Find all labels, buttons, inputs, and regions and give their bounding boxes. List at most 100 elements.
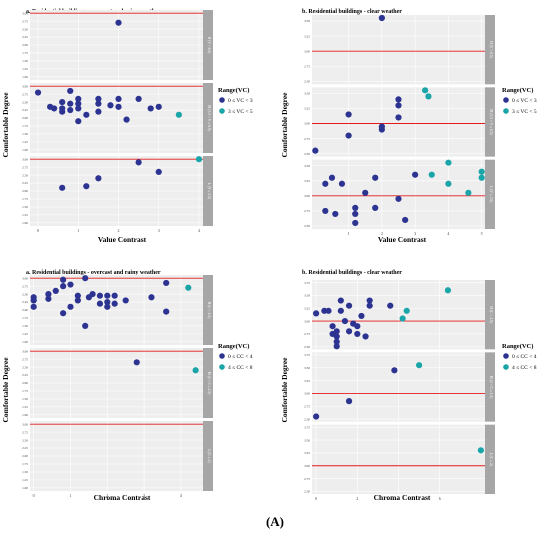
x-axis-label: Chroma Contrast — [374, 493, 431, 502]
y-tick-label: 2.50 — [22, 27, 28, 31]
facet-0: 2.50 2.75 3.00 3.25 3.50 3.75 H (C > 4.5) — [304, 280, 495, 350]
data-point-dark — [60, 283, 67, 290]
data-point-dark — [75, 100, 82, 107]
data-point-dark — [115, 103, 122, 110]
data-point-dark — [59, 184, 66, 191]
data-point-teal — [465, 189, 472, 196]
data-point-dark — [333, 328, 340, 335]
y-tick-label: 3.00 — [304, 319, 310, 323]
data-point-dark — [82, 275, 89, 282]
y-tick-label: 2.50 — [22, 365, 28, 369]
y-tick-label: 3.50 — [304, 19, 310, 23]
data-point-dark — [337, 297, 344, 304]
facet-1: 2.50 2.75 3.00 3.25 3.50 M (3.5 < V ≤ 6.5) — [304, 87, 495, 157]
y-tick-label: 2.50 — [22, 100, 28, 104]
y-tick-label: 2.75 — [304, 64, 310, 68]
y-tick-label: 1.75 — [22, 197, 28, 201]
y-tick-label: 1.00 — [22, 486, 28, 490]
data-point-dark — [395, 114, 402, 121]
y-tick-label: 3.00 — [304, 49, 310, 53]
x-tick-label: 4 — [398, 496, 400, 501]
y-tick-label: 3.50 — [304, 294, 310, 298]
x-axis-label: Value Contrast — [378, 235, 427, 244]
y-axis-label: Comfortable Degree — [280, 92, 289, 158]
data-point-dark — [337, 307, 344, 314]
data-point-dark — [163, 279, 170, 287]
facet-strip-label: M (3.5 < V ≤ 6.5) — [489, 109, 493, 135]
legend-entry: 0 ≤ CC < 4 — [512, 354, 537, 360]
x-tick-label: 2 — [118, 228, 120, 233]
data-point-teal — [444, 287, 452, 294]
legend-entry: 4 ≤ CC < 8 — [512, 365, 537, 371]
y-tick-label: 1.25 — [22, 405, 28, 409]
data-point-dark — [75, 118, 82, 125]
facet-strip — [485, 15, 495, 85]
y-tick-label: 2.75 — [304, 404, 310, 408]
data-point-dark — [333, 338, 340, 345]
y-axis-label: Comfortable Degree — [1, 92, 10, 158]
y-tick-label: 2.00 — [22, 189, 28, 193]
data-point-dark — [322, 207, 329, 215]
facet-strip — [485, 159, 495, 229]
legend-title: Range(VC) — [502, 87, 533, 94]
y-tick-label: 3.25 — [304, 379, 310, 383]
data-point-dark — [104, 298, 111, 306]
data-point-dark — [313, 310, 320, 317]
y-tick-label: 1.25 — [22, 478, 28, 482]
y-tick-label: 1.75 — [22, 124, 28, 128]
data-point-dark — [95, 95, 102, 103]
data-point-dark — [104, 303, 111, 310]
legend-entry: 0 ≤ VC < 3 — [512, 98, 537, 104]
y-tick-label: 3.25 — [304, 306, 310, 310]
facet-strip — [203, 348, 213, 418]
data-point-teal — [403, 307, 410, 314]
y-tick-label: 2.50 — [22, 173, 28, 177]
facet-strip-label: H (V > 6.5) — [489, 41, 493, 59]
data-point-dark — [362, 333, 369, 340]
y-tick-label: 2.50 — [304, 417, 310, 421]
data-point-dark — [45, 290, 52, 298]
y-tick-label: 2.00 — [22, 116, 28, 120]
chart-title: b. Residential buildings - clear weather — [302, 270, 402, 276]
data-point-dark — [51, 105, 58, 112]
data-point-dark — [362, 189, 369, 196]
data-point-dark — [354, 323, 361, 330]
legend-marker — [503, 353, 509, 359]
data-point-dark — [332, 210, 339, 218]
facet-strip — [203, 83, 213, 153]
x-axis-label: Value Contrast — [98, 235, 147, 244]
data-point-teal — [478, 168, 485, 175]
facet-1: 1.00 1.25 1.50 1.75 2.00 2.25 2.50 2.75 3.00 M (3… — [22, 83, 213, 153]
x-tick-label: 3 — [158, 228, 160, 233]
y-tick-label: 2.25 — [22, 300, 28, 304]
y-tick-label: 3.75 — [304, 281, 310, 285]
facet-strip — [203, 156, 213, 226]
facet-0: 1.00 1.25 1.50 1.75 2.00 2.25 2.50 2.75 3.00 H (C… — [22, 275, 213, 345]
facet-1: 2.50 2.75 3.00 3.25 3.50 3.75 M (2 < C ≤ 4.5) — [304, 352, 495, 422]
data-point-dark — [60, 310, 67, 317]
data-point-teal — [477, 447, 484, 454]
y-tick-label: 2.00 — [22, 454, 28, 458]
data-point-teal — [445, 159, 452, 166]
y-axis-label: Comfortable Degree — [280, 357, 289, 423]
data-point-dark — [67, 100, 74, 107]
y-tick-label: 1.00 — [22, 413, 28, 417]
y-tick-label: 1.25 — [22, 332, 28, 336]
data-point-dark — [352, 210, 359, 218]
data-point-teal — [399, 315, 406, 322]
y-tick-label: 2.00 — [22, 381, 28, 385]
data-point-dark — [354, 330, 361, 338]
y-tick-label: 3.50 — [304, 366, 310, 370]
data-point-teal — [478, 174, 485, 181]
facet-0: 1.00 1.25 1.50 1.75 2.00 2.25 2.50 2.75 3.00 H (V… — [22, 10, 213, 80]
x-tick-label: 3 — [414, 231, 416, 236]
data-point-dark — [345, 398, 353, 405]
facet-strip — [485, 280, 495, 350]
y-tick-label: 2.75 — [22, 92, 28, 96]
y-tick-label: 2.25 — [22, 181, 28, 185]
data-point-dark — [391, 367, 398, 374]
x-tick-label: 4 — [447, 231, 449, 236]
y-tick-label: 3.75 — [304, 425, 310, 429]
facet-strip — [203, 275, 213, 345]
data-point-dark — [328, 174, 336, 181]
